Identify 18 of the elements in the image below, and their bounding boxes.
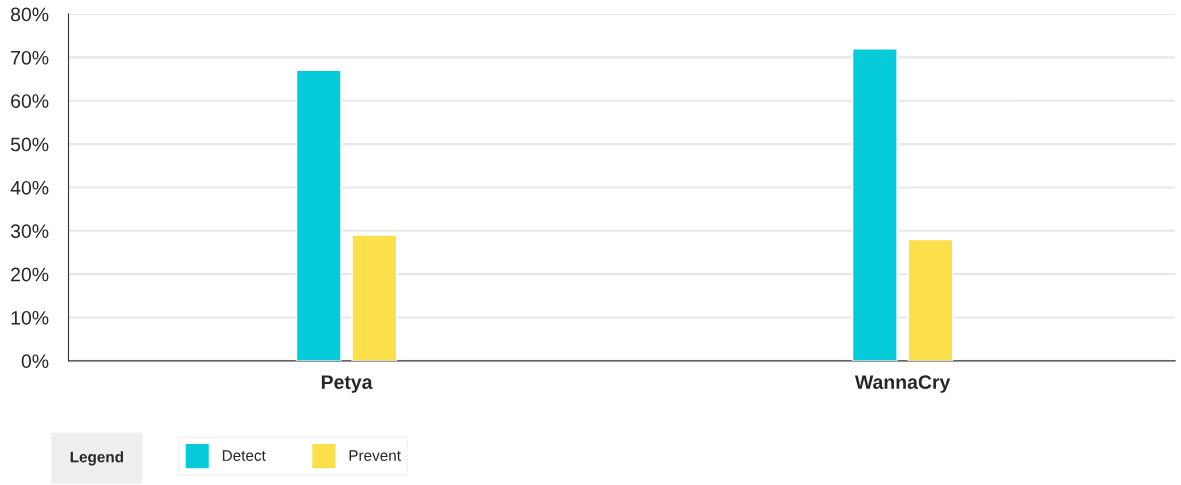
legend-label: Prevent bbox=[349, 450, 401, 461]
bar bbox=[351, 234, 398, 361]
y-tick-label: 0% bbox=[21, 354, 49, 369]
y-tick-label: 10% bbox=[11, 310, 49, 325]
y-tick-label: 30% bbox=[10, 224, 49, 239]
bar bbox=[851, 48, 898, 361]
x-tick-label: Petya bbox=[321, 375, 373, 393]
legend-title: Legend bbox=[70, 451, 123, 466]
bar bbox=[907, 238, 954, 361]
legend-label: Detect bbox=[222, 450, 266, 461]
bar bbox=[295, 69, 342, 361]
y-tick-label: 60% bbox=[11, 94, 49, 108]
x-tick-label: WannaCry bbox=[854, 375, 951, 393]
y-tick-label: 50% bbox=[10, 137, 49, 152]
y-tick-label: 70% bbox=[11, 50, 49, 65]
y-tick-label: 20% bbox=[11, 267, 49, 282]
y-tick-label: 80% bbox=[10, 7, 49, 22]
y-tick-label: 40% bbox=[10, 180, 49, 195]
